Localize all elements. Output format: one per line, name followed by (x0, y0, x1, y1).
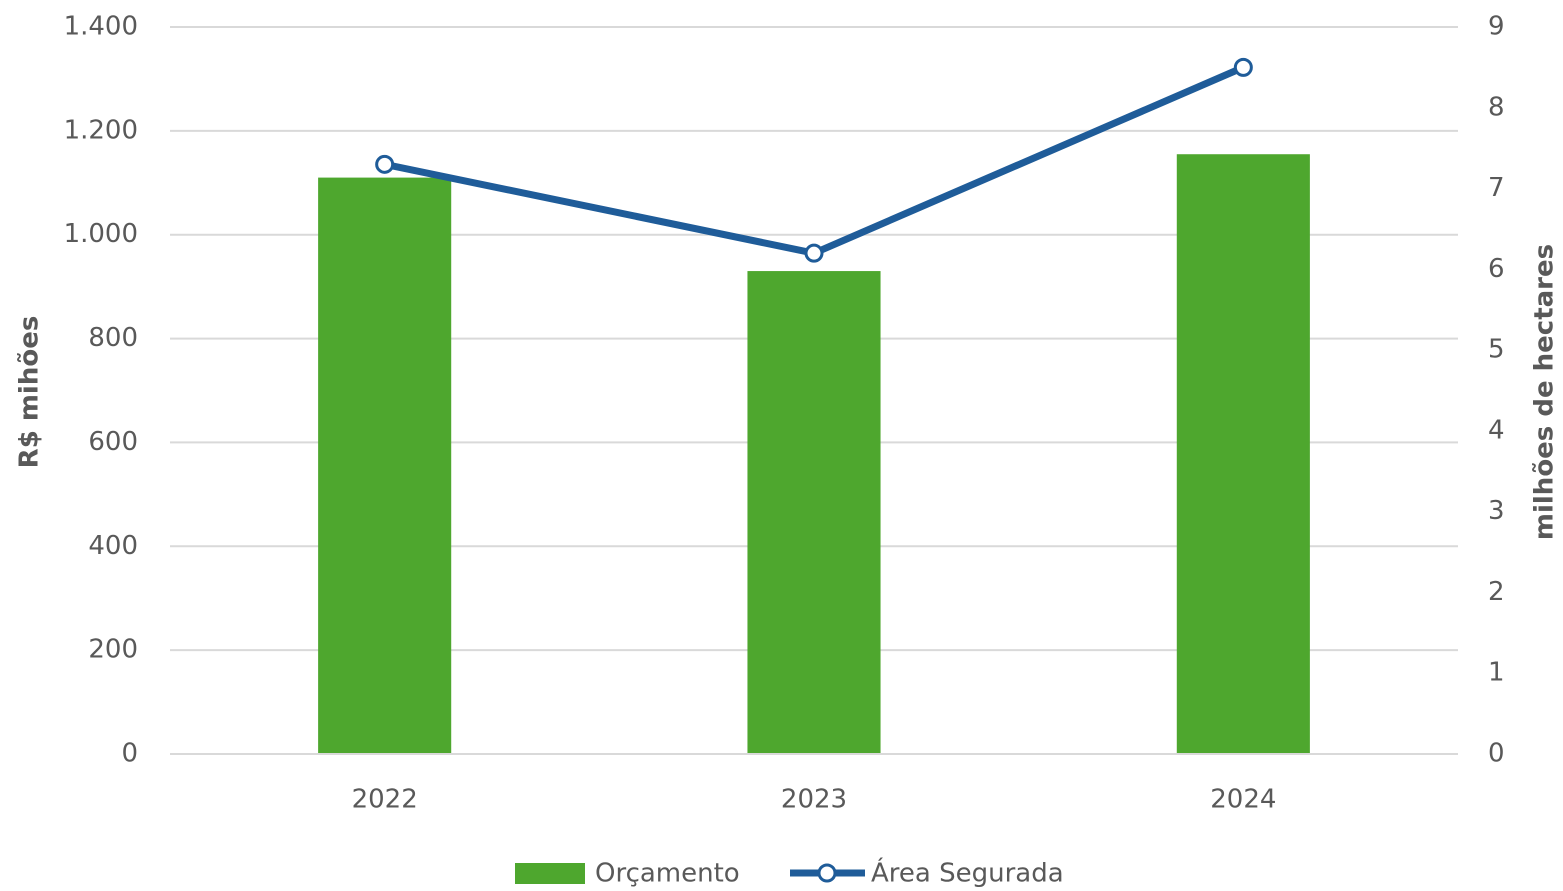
y-tick-label: 1.400 (64, 12, 138, 42)
y-tick-label: 200 (88, 635, 138, 665)
y-tick-label: 400 (88, 531, 138, 561)
bar (747, 271, 881, 754)
x-tick-label: 2024 (1210, 785, 1276, 815)
y-tick-label: 1.200 (64, 115, 138, 145)
legend-label: Orçamento (595, 859, 740, 889)
y2-tick-label: 3 (1488, 496, 1505, 526)
x-tick-label: 2022 (352, 785, 418, 815)
line-marker (375, 154, 395, 174)
y2-tick-label: 8 (1488, 92, 1505, 122)
y2-tick-label: 7 (1488, 173, 1505, 203)
y2-tick-label: 1 (1488, 658, 1505, 688)
y-tick-label: 800 (88, 323, 138, 353)
legend-marker (817, 863, 837, 883)
y2-tick-label: 4 (1488, 415, 1505, 445)
bar (1176, 154, 1310, 755)
y-tick-label: 600 (88, 427, 138, 457)
y2-tick-label: 5 (1488, 335, 1505, 365)
y2-axis-title: milhões de hectares (1530, 244, 1560, 540)
y-tick-label: 0 (121, 739, 138, 769)
y2-tick-label: 2 (1488, 577, 1505, 607)
legend-label: Área Segurada (871, 857, 1064, 889)
y2-tick-label: 0 (1488, 739, 1505, 769)
y-tick-label: 1.000 (64, 219, 138, 249)
line-marker (1233, 57, 1253, 77)
line (383, 64, 1245, 257)
x-tick-label: 2023 (781, 785, 847, 815)
y-axis-title: R$ mihões (15, 316, 45, 469)
y2-tick-label: 6 (1488, 254, 1505, 284)
y2-tick-label: 9 (1488, 12, 1505, 42)
line-marker (804, 243, 824, 263)
legend-swatch (515, 863, 585, 884)
bar (318, 177, 452, 755)
